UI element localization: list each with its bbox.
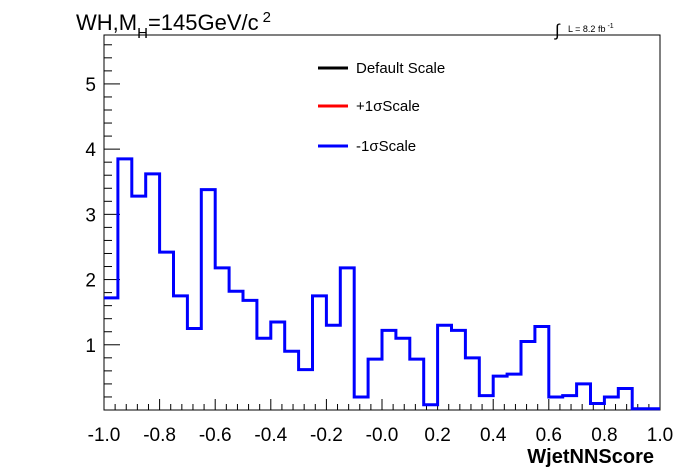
y-tick-label: 4 xyxy=(85,140,96,161)
y-tick-label: 2 xyxy=(85,271,96,292)
x-tick-label: -0.8 xyxy=(143,425,176,446)
title-main: WH,M xyxy=(76,10,137,35)
x-tick-label: 0.6 xyxy=(536,425,562,446)
y-tick-label: 1 xyxy=(85,336,96,357)
series-layer xyxy=(104,157,660,411)
x-tick-label: 0.8 xyxy=(591,425,617,446)
legend-label-minus: -1σScale xyxy=(356,138,416,155)
x-tick-label: -0.2 xyxy=(310,425,343,446)
x-tick-label: -0.6 xyxy=(199,425,232,446)
y-axis: 1 2 3 4 5 xyxy=(85,44,120,411)
legend-label-default: Default Scale xyxy=(356,60,445,77)
x-tick-label: 0.2 xyxy=(424,425,450,446)
lumi-superscript: -1 xyxy=(607,23,613,30)
legend: Default Scale +1σScale -1σScale xyxy=(318,60,445,155)
title-rest: =145GeV/c xyxy=(148,10,259,35)
legend-label-plus: +1σScale xyxy=(356,98,420,115)
x-tick-label: -0.0 xyxy=(366,425,399,446)
title-subscript: H xyxy=(137,25,148,42)
x-tick-label: 1.0 xyxy=(647,425,673,446)
x-tick-label: 0.4 xyxy=(480,425,507,446)
chart-title: WH,MH=145GeV/c 2 xyxy=(76,9,271,42)
y-tick-label: 5 xyxy=(85,75,96,96)
x-axis-label: WjetNNScore xyxy=(527,446,654,468)
title-superscript: 2 xyxy=(263,9,271,26)
lumi-integral: ∫ xyxy=(554,21,561,40)
series-line xyxy=(104,157,660,411)
x-tick-label: -1.0 xyxy=(88,425,121,446)
x-axis: -1.0 -0.8 -0.6 -0.4 -0.2 -0.0 0.2 0.4 0.6 0.8 1.0 xyxy=(88,399,673,446)
y-tick-label: 3 xyxy=(85,205,96,226)
lumi-label: L = 8.2 fb -1 xyxy=(568,23,614,34)
lumi-text: L = 8.2 fb xyxy=(568,24,605,34)
x-tick-label: -0.4 xyxy=(254,425,287,446)
